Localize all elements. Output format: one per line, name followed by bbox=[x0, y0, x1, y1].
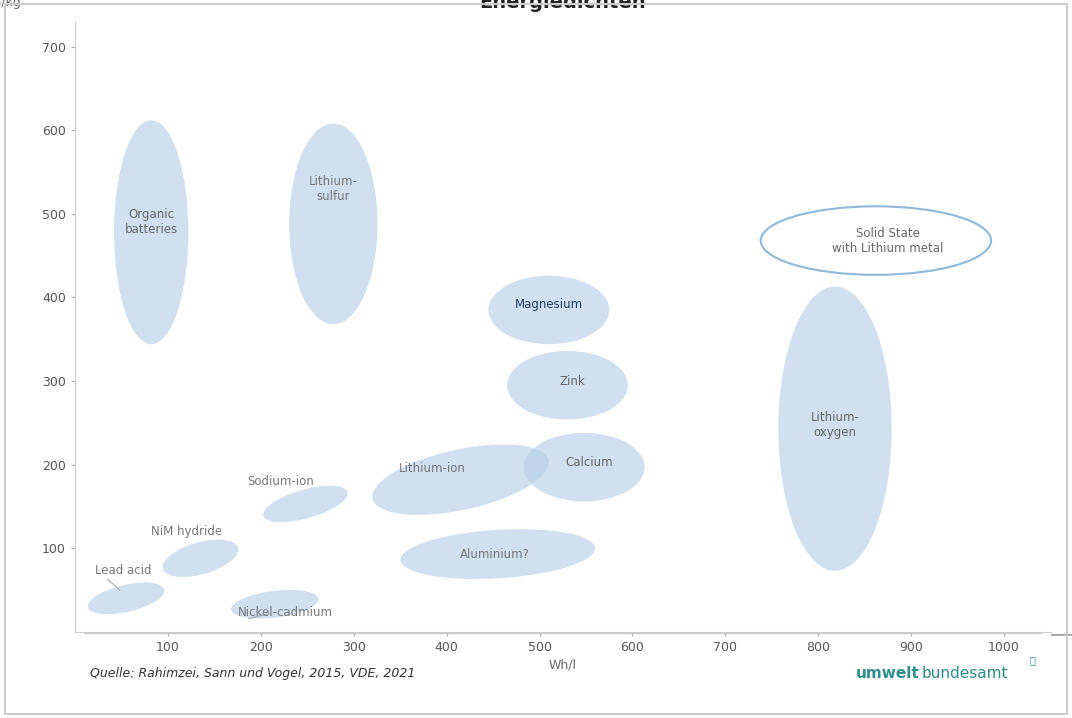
Text: Organic
batteries: Organic batteries bbox=[124, 208, 178, 236]
Ellipse shape bbox=[88, 582, 164, 615]
Text: Lithium-ion: Lithium-ion bbox=[399, 462, 466, 475]
Ellipse shape bbox=[114, 120, 189, 344]
Text: Magnesium: Magnesium bbox=[515, 298, 583, 311]
Ellipse shape bbox=[232, 590, 318, 619]
X-axis label: Wh/l: Wh/l bbox=[549, 658, 577, 671]
Y-axis label: Wh/kg: Wh/kg bbox=[0, 0, 21, 9]
Ellipse shape bbox=[264, 485, 347, 522]
Text: umwelt: umwelt bbox=[855, 666, 919, 681]
Text: Nickel-cadmium: Nickel-cadmium bbox=[238, 606, 332, 620]
Ellipse shape bbox=[524, 433, 644, 501]
Text: NiM hydride: NiM hydride bbox=[151, 525, 222, 538]
Text: ⒪: ⒪ bbox=[1029, 656, 1034, 666]
Ellipse shape bbox=[489, 276, 609, 344]
Ellipse shape bbox=[401, 529, 595, 579]
Text: Quelle: Rahimzei, Sann und Vogel, 2015, VDE, 2021: Quelle: Rahimzei, Sann und Vogel, 2015, … bbox=[90, 667, 415, 680]
Title: Energiedichten: Energiedichten bbox=[479, 0, 646, 11]
Ellipse shape bbox=[507, 351, 628, 419]
Ellipse shape bbox=[163, 540, 238, 577]
Text: Lithium-
oxygen: Lithium- oxygen bbox=[810, 411, 860, 439]
Text: Zink: Zink bbox=[560, 375, 585, 388]
Text: Aluminium?: Aluminium? bbox=[460, 548, 530, 561]
Text: Lead acid: Lead acid bbox=[95, 564, 152, 577]
Ellipse shape bbox=[289, 123, 377, 325]
Text: Lithium-
sulfur: Lithium- sulfur bbox=[309, 174, 358, 202]
Ellipse shape bbox=[778, 286, 892, 571]
Text: Calcium: Calcium bbox=[565, 457, 612, 470]
Ellipse shape bbox=[761, 206, 992, 275]
Text: bundesamt: bundesamt bbox=[922, 666, 1009, 681]
Text: Solid State
with Lithium metal: Solid State with Lithium metal bbox=[832, 227, 943, 255]
Ellipse shape bbox=[372, 444, 549, 515]
Text: Sodium-ion: Sodium-ion bbox=[247, 475, 314, 488]
